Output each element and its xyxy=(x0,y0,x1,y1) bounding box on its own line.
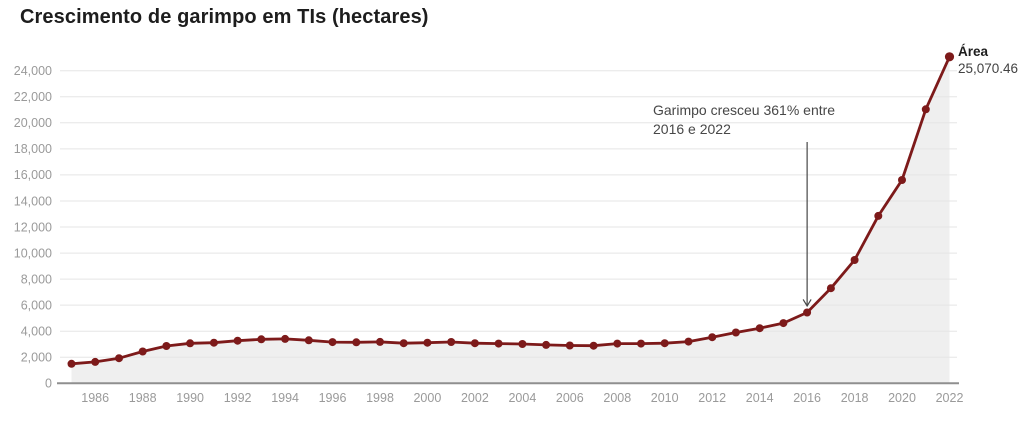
data-point[interactable] xyxy=(684,337,693,346)
data-point[interactable] xyxy=(565,341,574,350)
data-point[interactable] xyxy=(779,319,788,328)
data-point[interactable] xyxy=(898,176,906,184)
data-point[interactable] xyxy=(447,338,456,346)
data-point[interactable] xyxy=(233,336,242,345)
y-axis-tick-label: 2,000 xyxy=(21,351,52,365)
end-point-label-value: 25,070.46 xyxy=(958,61,1019,76)
data-point[interactable] xyxy=(304,336,313,345)
y-axis-tick-label: 24,000 xyxy=(14,64,52,78)
x-axis-tick-label: 1994 xyxy=(271,391,299,405)
x-axis-tick-label: 2002 xyxy=(461,391,489,405)
data-point[interactable] xyxy=(826,284,835,293)
annotation-line2: 2016 e 2022 xyxy=(653,121,731,137)
data-point[interactable] xyxy=(803,308,812,317)
y-axis-tick-label: 6,000 xyxy=(21,298,52,312)
x-axis-tick-label: 2008 xyxy=(603,391,631,405)
data-point[interactable] xyxy=(637,339,645,348)
y-axis-tick-label: 8,000 xyxy=(21,272,52,286)
y-axis-tick-label: 12,000 xyxy=(14,220,52,234)
x-axis-tick-label: 1986 xyxy=(81,391,109,405)
data-point[interactable] xyxy=(399,339,408,348)
x-axis-tick-label: 2014 xyxy=(746,391,774,405)
data-point[interactable] xyxy=(91,357,100,366)
data-point[interactable] xyxy=(944,52,955,62)
data-point[interactable] xyxy=(281,334,290,343)
end-point-label-title: Área xyxy=(958,44,989,59)
data-point[interactable] xyxy=(589,341,598,350)
y-axis-tick-label: 4,000 xyxy=(21,325,52,339)
data-point[interactable] xyxy=(209,338,218,347)
data-point[interactable] xyxy=(542,340,551,349)
x-axis-tick-label: 1992 xyxy=(224,391,252,405)
data-point[interactable] xyxy=(921,105,930,114)
x-axis-tick-label: 1998 xyxy=(366,391,394,405)
x-axis-tick-label: 2006 xyxy=(556,391,584,405)
data-point[interactable] xyxy=(138,347,147,356)
y-axis-tick-label: 14,000 xyxy=(14,194,52,208)
x-axis-tick-label: 2016 xyxy=(793,391,821,405)
x-axis-tick-label: 1988 xyxy=(129,391,157,405)
y-axis-tick-label: 20,000 xyxy=(14,116,52,130)
data-point[interactable] xyxy=(518,340,527,348)
data-point[interactable] xyxy=(850,256,859,264)
annotation: Garimpo cresceu 361% entre 2016 e 2022 xyxy=(653,101,835,139)
data-point[interactable] xyxy=(115,354,123,363)
end-point-label: Área 25,070.46 xyxy=(958,43,1018,77)
annotation-line1: Garimpo cresceu 361% entre xyxy=(653,102,836,118)
x-axis-tick-label: 2022 xyxy=(936,391,964,405)
y-axis-tick-label: 22,000 xyxy=(14,90,52,104)
data-point[interactable] xyxy=(423,338,432,347)
data-point[interactable] xyxy=(755,324,764,333)
y-axis-tick-label: 0 xyxy=(45,377,52,391)
data-point[interactable] xyxy=(731,328,740,337)
data-point[interactable] xyxy=(352,338,361,347)
x-axis-tick-label: 2020 xyxy=(888,391,916,405)
y-axis-tick-label: 18,000 xyxy=(14,142,52,156)
data-point[interactable] xyxy=(67,359,76,368)
y-axis-tick-label: 16,000 xyxy=(14,168,52,182)
x-axis-tick-label: 2018 xyxy=(841,391,869,405)
y-axis-tick-label: 10,000 xyxy=(14,246,52,260)
data-point[interactable] xyxy=(257,335,266,344)
x-axis-tick-label: 2010 xyxy=(651,391,679,405)
x-axis-tick-label: 2012 xyxy=(698,391,726,405)
annotation-arrow-head xyxy=(802,299,812,308)
data-point[interactable] xyxy=(494,339,503,348)
data-point[interactable] xyxy=(613,339,622,348)
data-point[interactable] xyxy=(186,339,195,348)
x-axis-tick-label: 2004 xyxy=(508,391,536,405)
data-point[interactable] xyxy=(376,337,384,346)
data-point[interactable] xyxy=(708,333,717,342)
area-fill xyxy=(71,56,950,384)
chart-title: Crescimento de garimpo em TIs (hectares) xyxy=(20,6,429,28)
data-point[interactable] xyxy=(328,338,337,347)
data-point[interactable] xyxy=(874,211,883,220)
x-axis-tick-label: 1990 xyxy=(176,391,204,405)
data-point[interactable] xyxy=(660,339,669,348)
x-axis-tick-label: 1996 xyxy=(319,391,347,405)
x-axis-tick-label: 2000 xyxy=(413,391,441,405)
data-point[interactable] xyxy=(470,339,479,348)
data-point[interactable] xyxy=(162,342,171,350)
